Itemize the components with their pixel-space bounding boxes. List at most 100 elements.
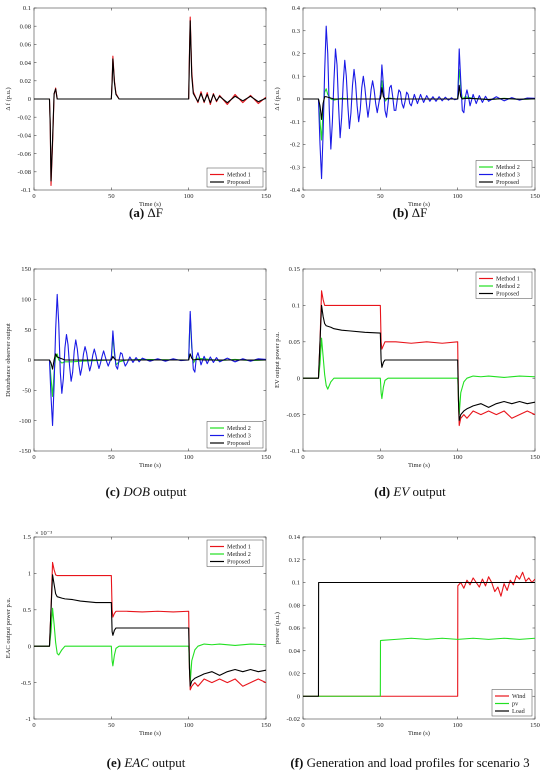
y-tick-label: 0	[297, 693, 300, 700]
y-tick-label: 0.15	[289, 266, 300, 273]
x-tick-label: 50	[377, 722, 384, 729]
y-tick-label: 0.06	[20, 42, 32, 49]
x-axis-label: Time (s)	[139, 730, 161, 737]
y-tick-label: 0.1	[292, 580, 300, 587]
y-axis-label: EAC output power p.u.	[5, 597, 12, 658]
y-tick-label: 0.1	[23, 5, 31, 12]
y-tick-label: 0	[28, 643, 31, 650]
y-axis-label: power (p.u.)	[274, 612, 281, 644]
figure-caption: (e) EAC output	[107, 755, 186, 770]
chart-f: 0 50 100 150-0.0200.020.040.060.080.10.120.…	[274, 534, 540, 770]
caption-text: ΔF	[144, 205, 163, 220]
y-tick-label: -100	[19, 418, 31, 425]
y-tick-label: -0.05	[286, 412, 300, 419]
y-tick-label: -0.08	[17, 169, 31, 176]
y-tick-label: 150	[21, 266, 31, 273]
caption-text: ΔF	[409, 205, 428, 220]
y-tick-label: 0.12	[289, 557, 300, 564]
y-tick-label: 0.14	[289, 534, 301, 541]
legend-label: Method 1	[227, 544, 251, 551]
chart-c: 0 50 100 150 -150 -100 -50 0 50 100 150 Time (s) Dis…	[5, 266, 271, 499]
x-axis-label: Time (s)	[408, 730, 430, 737]
plot-area	[302, 536, 536, 720]
x-tick-label: 100	[453, 193, 463, 200]
x-tick-label: 100	[184, 722, 194, 729]
y-tick-label: 0	[28, 357, 31, 364]
y-axis-label: EV output power p.u.	[274, 332, 281, 388]
x-tick-label: 50	[108, 454, 115, 461]
y-tick-label: -0.04	[17, 133, 31, 140]
y-tick-label: 0.1	[292, 303, 300, 310]
y-tick-label: 0.02	[289, 671, 300, 678]
y-tick-label: 0	[297, 375, 300, 382]
y-tick-label: 1.5	[23, 534, 31, 541]
y-tick-label: -1	[26, 716, 31, 723]
y-tick-label: -0.1	[21, 187, 31, 194]
series-line-wind	[303, 571, 535, 697]
y-tick-label: -0.5	[21, 680, 31, 687]
y-tick-label: 0.5	[23, 607, 31, 614]
y-tick-label: 0.3	[292, 28, 300, 35]
legend-label: Method 2	[496, 283, 520, 290]
x-tick-label: 150	[261, 193, 271, 200]
y-tick-label: -0.1	[290, 119, 300, 126]
series-line-method-1	[303, 290, 535, 427]
x-tick-label: 100	[453, 722, 463, 729]
legend-label: Proposed	[227, 179, 251, 186]
y-tick-label: -0.06	[17, 151, 31, 158]
caption-text: output	[150, 484, 187, 499]
x-tick-label: 100	[184, 193, 194, 200]
x-tick-label: 0	[32, 454, 35, 461]
y-tick-label: -0.3	[290, 164, 300, 171]
series-line-pv	[303, 637, 535, 697]
y-tick-label: -150	[19, 448, 31, 455]
chart-b: 0 50 100 150 -0.4 -0.3 -0.2 -0.1 0 0.1 0.2 0.3 0.4 Ti…	[274, 5, 540, 220]
y-tick-label: 0	[297, 96, 300, 103]
caption-text: output	[409, 484, 446, 499]
series-line-proposed	[34, 20, 266, 182]
chart-e: 0 50 100 150 -1 -0.5 0 0.5 1 1.5 × 10⁻³ Time (s) EAC…	[5, 530, 271, 770]
y-tick-label: 0.04	[20, 60, 32, 67]
y-tick-label: 0	[28, 96, 31, 103]
y-tick-label: 0.02	[20, 78, 31, 85]
y-tick-label: -0.1	[290, 448, 300, 455]
y-tick-label: 0.05	[289, 339, 300, 346]
y-tick-label: 0.2	[292, 51, 300, 58]
x-tick-label: 150	[530, 722, 540, 729]
figure-caption: (c) DOB output	[106, 484, 187, 499]
figure-caption: (b) ΔF	[393, 205, 428, 220]
y-tick-label: 0.08	[289, 602, 300, 609]
x-axis-label: Time (s)	[408, 462, 430, 469]
x-tick-label: 50	[108, 722, 115, 729]
y-tick-label: -0.2	[290, 142, 300, 149]
x-tick-label: 50	[108, 193, 115, 200]
x-tick-label: 150	[530, 193, 540, 200]
caption-text: output	[149, 755, 186, 770]
x-tick-label: 0	[301, 454, 304, 461]
caption-italic: DOB	[122, 484, 150, 499]
caption-italic: EAC	[123, 755, 149, 770]
legend-label: Method 2	[496, 164, 520, 171]
y-tick-label: 0.08	[20, 23, 31, 30]
series-line-method-1	[34, 561, 266, 691]
legend-label: Method 3	[227, 433, 251, 440]
legend-label: Proposed	[227, 559, 251, 566]
legend-label: Proposed	[227, 440, 251, 447]
x-tick-label: 100	[453, 454, 463, 461]
caption-tag: (d)	[374, 484, 390, 499]
legend-label: pv	[512, 701, 519, 708]
x-tick-label: 0	[32, 193, 35, 200]
series-line-method-3	[34, 293, 266, 427]
caption-text: Generation and load profiles for scenari…	[303, 755, 529, 770]
x-tick-label: 50	[377, 454, 384, 461]
y-tick-label: 0.4	[292, 5, 301, 12]
chart-a: 0 50 100 150 -0.1 -0.08 -0.06 -0.04 -0.02 0 0.02 0.…	[5, 5, 271, 220]
caption-tag: (e)	[107, 755, 121, 770]
x-axis-label: Time (s)	[139, 201, 161, 208]
legend-label: Proposed	[496, 179, 520, 186]
y-tick-label: 100	[21, 297, 31, 304]
x-axis-label: Time (s)	[408, 201, 430, 208]
